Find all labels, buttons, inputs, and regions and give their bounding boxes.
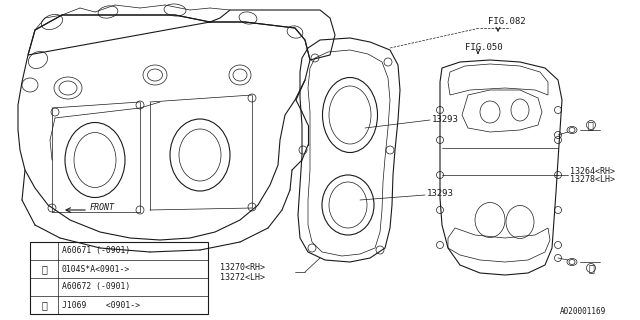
Text: A60672 (-0901): A60672 (-0901) [62, 283, 131, 292]
Text: A020001169: A020001169 [560, 308, 606, 316]
Text: FRONT: FRONT [90, 204, 115, 212]
Text: ①: ① [41, 264, 47, 274]
Text: J1069    <0901->: J1069 <0901-> [62, 300, 140, 309]
Text: 13270<RH>: 13270<RH> [220, 263, 265, 273]
Text: 13293: 13293 [432, 115, 459, 124]
Text: ②: ② [41, 300, 47, 310]
Text: 13293: 13293 [427, 189, 454, 198]
Text: 13272<LH>: 13272<LH> [220, 274, 265, 283]
Text: 13264<RH>: 13264<RH> [570, 167, 615, 177]
Text: FIG.050: FIG.050 [465, 44, 502, 52]
Text: 0104S*A<0901->: 0104S*A<0901-> [62, 265, 131, 274]
Text: FIG.082: FIG.082 [488, 18, 525, 27]
Text: 13278<LH>: 13278<LH> [570, 175, 615, 185]
Text: A60671 (-0901): A60671 (-0901) [62, 246, 131, 255]
Bar [30, 242, 208, 314]
Text: ②: ② [588, 263, 594, 273]
Text: ①: ① [587, 120, 593, 130]
